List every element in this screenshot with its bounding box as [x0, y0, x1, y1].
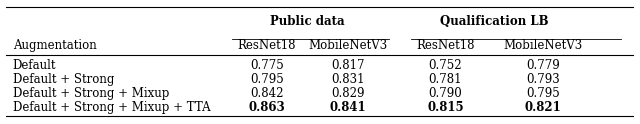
Text: 0.790: 0.790	[429, 87, 462, 100]
Text: 0.815: 0.815	[427, 101, 464, 114]
Text: ResNet18: ResNet18	[416, 39, 475, 52]
Text: 0.863: 0.863	[248, 101, 285, 114]
Text: Qualification LB: Qualification LB	[440, 15, 548, 28]
Text: Augmentation: Augmentation	[13, 39, 97, 52]
Text: 0.841: 0.841	[330, 101, 367, 114]
Text: 0.775: 0.775	[250, 59, 284, 72]
Text: Default + Strong + Mixup + TTA: Default + Strong + Mixup + TTA	[13, 101, 211, 114]
Text: 0.795: 0.795	[526, 87, 559, 100]
Text: MobileNetV3: MobileNetV3	[503, 39, 582, 52]
Text: MobileNetV3: MobileNetV3	[308, 39, 388, 52]
Text: 0.779: 0.779	[526, 59, 559, 72]
Text: 0.752: 0.752	[429, 59, 462, 72]
Text: 0.831: 0.831	[332, 73, 365, 86]
Text: ResNet18: ResNet18	[237, 39, 296, 52]
Text: 0.793: 0.793	[526, 73, 559, 86]
Text: 0.817: 0.817	[332, 59, 365, 72]
Text: 0.781: 0.781	[429, 73, 462, 86]
Text: Public data: Public data	[270, 15, 345, 28]
Text: 0.821: 0.821	[524, 101, 561, 114]
Text: 0.842: 0.842	[250, 87, 284, 100]
Text: Default + Strong + Mixup: Default + Strong + Mixup	[13, 87, 169, 100]
Text: 0.795: 0.795	[250, 73, 284, 86]
Text: Default: Default	[13, 59, 56, 72]
Text: 0.829: 0.829	[332, 87, 365, 100]
Text: Default + Strong: Default + Strong	[13, 73, 114, 86]
